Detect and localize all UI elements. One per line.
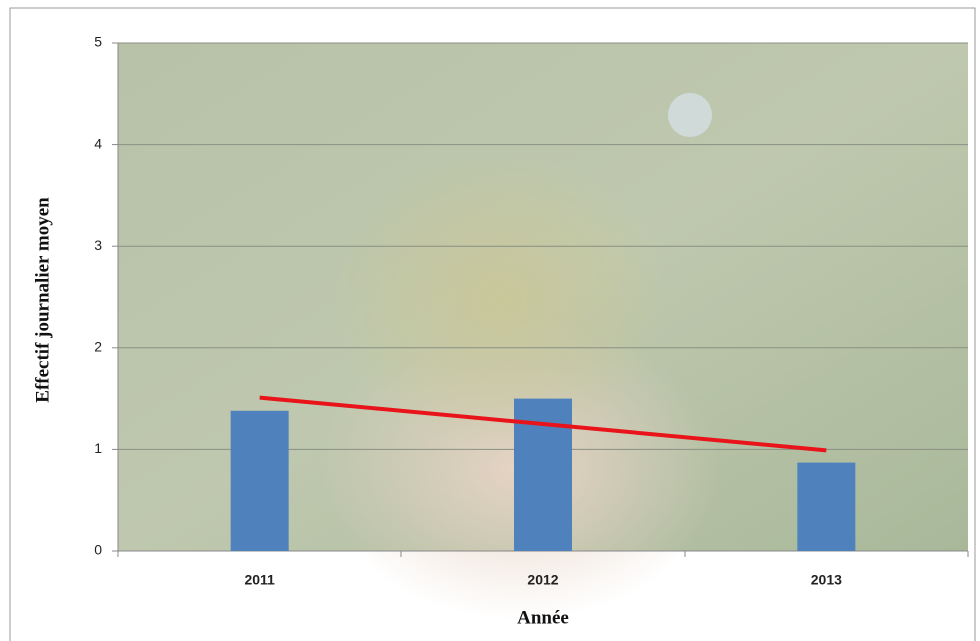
photo-bird (330, 150, 670, 450)
y-tick-label: 1 (94, 440, 102, 456)
x-tick-label: 2012 (527, 572, 558, 588)
x-tick-label: 2011 (244, 572, 275, 588)
y-tick-label: 0 (94, 542, 102, 558)
trend-line (259, 395, 827, 453)
x-tick-label: 2013 (811, 572, 842, 588)
x-axis-label: Année (517, 607, 569, 628)
photo-highlight (668, 93, 712, 137)
bar (230, 410, 289, 551)
y-tick-label: 3 (94, 237, 102, 253)
bar (797, 462, 856, 551)
y-axis-label: Effectif journalier moyen (32, 197, 53, 403)
x-axis-ticks (117, 551, 969, 557)
y-tick-label: 4 (94, 135, 102, 151)
y-tick-label: 5 (94, 34, 102, 50)
y-tick-label: 2 (94, 339, 102, 355)
